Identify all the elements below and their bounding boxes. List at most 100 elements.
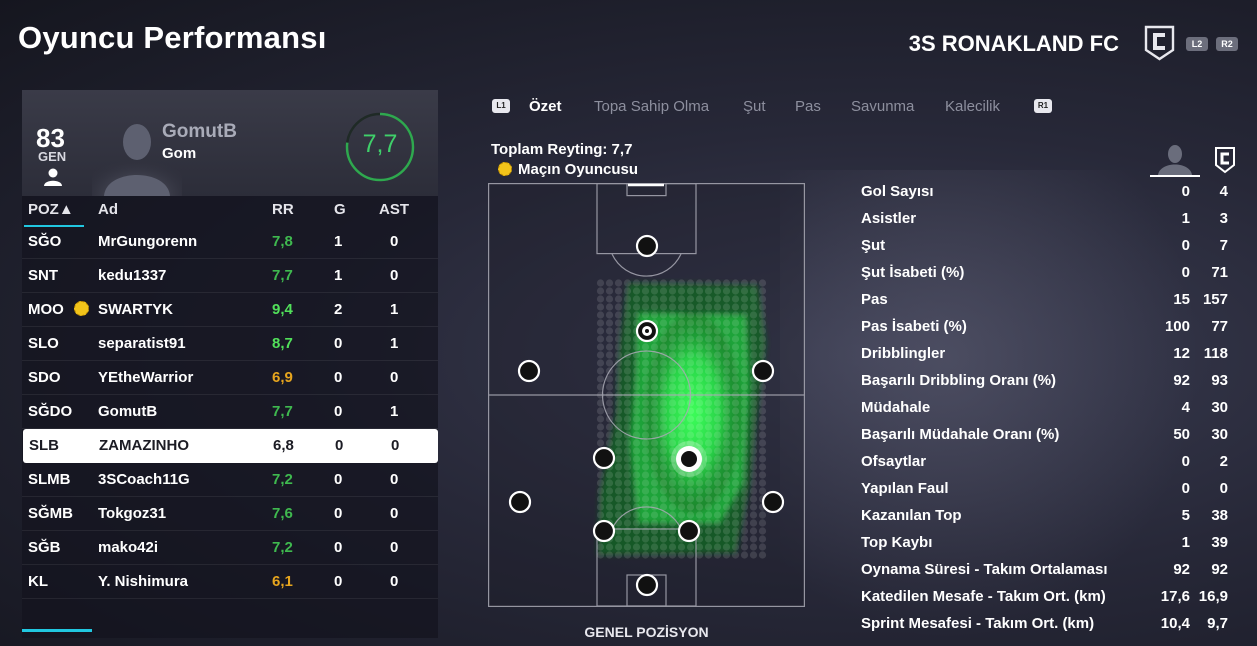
tab-ozet[interactable]: Özet xyxy=(529,98,562,115)
pitch-label: GENEL POZİSYON xyxy=(584,624,709,640)
player-assists: 1 xyxy=(390,335,399,352)
player-rating: 6,9 xyxy=(272,369,293,386)
stat-label: Şut xyxy=(861,237,886,254)
person-icon xyxy=(44,168,62,186)
player-assists: 1 xyxy=(390,403,399,420)
player-avatar-icon xyxy=(1158,145,1192,175)
player-goals: 1 xyxy=(334,267,343,284)
player-list-panel: 83 GEN GomutB Gom 7,7 POZ▲ Ad RR xyxy=(22,90,438,638)
stat-team-value: 30 xyxy=(1211,426,1228,443)
player-name: 3SCoach11G xyxy=(98,471,190,488)
stat-row: Pas İsabeti (%) 100 77 xyxy=(861,315,1236,342)
match-rating: 7,7 xyxy=(362,130,398,158)
stat-row: Başarılı Müdahale Oranı (%) 50 30 xyxy=(861,423,1236,450)
stat-label: Müdahale xyxy=(861,399,931,416)
player-name: MrGungorenn xyxy=(98,233,198,250)
table-row[interactable]: MOO SWARTYK 9,4 2 1 xyxy=(22,293,438,327)
player-rating: 8,7 xyxy=(272,335,293,352)
team-crest-icon xyxy=(1144,25,1175,61)
player-assists: 0 xyxy=(390,573,399,590)
stat-player-value: 0 xyxy=(1181,264,1190,281)
page-title: Oyuncu Performansı xyxy=(18,20,327,55)
stat-team-value: 77 xyxy=(1211,318,1228,335)
l2-button-icon[interactable]: L2 xyxy=(1186,37,1208,51)
column-position[interactable]: POZ▲ xyxy=(28,201,74,218)
stats-header-underline xyxy=(1150,175,1200,177)
table-row[interactable]: SĞMB Tokgoz31 7,6 0 0 xyxy=(22,497,438,531)
table-row[interactable]: SDO YEtheWarrior 6,9 0 0 xyxy=(22,361,438,395)
stat-team-value: 30 xyxy=(1211,399,1228,416)
stat-label: Ofsaytlar xyxy=(861,453,927,470)
stat-label: Başarılı Müdahale Oranı (%) xyxy=(861,426,1060,443)
stat-row: Başarılı Dribbling Oranı (%) 92 93 xyxy=(861,369,1236,396)
stat-team-value: 7 xyxy=(1219,237,1228,254)
player-position: SDO xyxy=(28,369,61,386)
table-row[interactable]: SĞDO GomutB 7,7 0 1 xyxy=(22,395,438,429)
player-dot xyxy=(592,519,616,543)
stat-player-value: 50 xyxy=(1173,426,1190,443)
player-goals: 0 xyxy=(335,437,344,454)
column-assists[interactable]: AST xyxy=(379,201,409,218)
stat-label: Pas İsabeti (%) xyxy=(861,318,967,335)
player-nickname: Gom xyxy=(162,145,197,162)
scroll-indicator xyxy=(22,629,92,632)
player-assists: 0 xyxy=(390,233,399,250)
player-goals: 0 xyxy=(334,471,343,488)
stat-row: Ofsaytlar 0 2 xyxy=(861,450,1236,477)
stat-row: Gol Sayısı 0 4 xyxy=(861,180,1236,207)
player-rating: 6,1 xyxy=(272,573,293,590)
team-name: 3S RONAKLAND FC xyxy=(908,31,1119,56)
player-position: SNT xyxy=(28,267,58,284)
player-dot xyxy=(635,234,659,258)
stat-player-value: 4 xyxy=(1181,399,1190,416)
tab-savunma[interactable]: Savunma xyxy=(851,98,915,115)
tab-sut[interactable]: Şut xyxy=(743,98,766,115)
stat-player-value: 0 xyxy=(1181,480,1190,497)
r1-button-icon[interactable]: R1 xyxy=(1034,99,1052,113)
player-rating: 7,6 xyxy=(272,505,293,522)
player-goals: 0 xyxy=(334,539,343,556)
stat-row: Katedilen Mesafe - Takım Ort. (km) 17,6 16… xyxy=(861,585,1236,612)
stat-team-value: 93 xyxy=(1211,372,1228,389)
player-assists: 0 xyxy=(390,505,399,522)
player-name: GomutB xyxy=(162,121,237,142)
tab-kalecilik[interactable]: Kalecilik xyxy=(945,98,1001,115)
stat-team-value: 9,7 xyxy=(1207,615,1228,632)
stat-row: Pas 15 157 xyxy=(861,288,1236,315)
player-rating: 7,7 xyxy=(272,403,293,420)
stat-player-value: 1 xyxy=(1181,534,1190,551)
tab-topa-sahip-olma[interactable]: Topa Sahip Olma xyxy=(594,98,710,115)
column-name[interactable]: Ad xyxy=(98,201,118,218)
stat-player-value: 0 xyxy=(1181,237,1190,254)
l1-button-icon[interactable]: L1 xyxy=(492,99,510,113)
stats-comparison-header xyxy=(1148,143,1238,175)
stat-player-value: 5 xyxy=(1181,507,1190,524)
table-row[interactable]: SNT kedu1337 7,7 1 0 xyxy=(22,259,438,293)
table-row[interactable]: SĞB mako42i 7,2 0 0 xyxy=(22,531,438,565)
table-row[interactable]: KL Y. Nishimura 6,1 0 0 xyxy=(22,565,438,599)
stat-label: Top Kaybı xyxy=(861,534,933,551)
stat-team-value: 71 xyxy=(1211,264,1228,281)
column-goals[interactable]: G xyxy=(334,201,346,218)
player-dot xyxy=(508,490,532,514)
column-rating[interactable]: RR xyxy=(272,201,294,218)
player-name: GomutB xyxy=(98,403,158,420)
table-row[interactable]: SLO separatist91 8,7 0 1 xyxy=(22,327,438,361)
stat-row: Oynama Süresi - Takım Ortalaması 92 92 xyxy=(861,558,1236,585)
player-rating: 6,8 xyxy=(273,437,294,454)
stat-label: Yapılan Faul xyxy=(861,480,949,497)
player-name: Tokgoz31 xyxy=(98,505,167,522)
stat-label: Kazanılan Top xyxy=(861,507,962,524)
r2-button-icon[interactable]: R2 xyxy=(1216,37,1238,51)
tab-pas[interactable]: Pas xyxy=(795,98,821,115)
stat-team-value: 38 xyxy=(1211,507,1228,524)
stat-row: Yapılan Faul 0 0 xyxy=(861,477,1236,504)
table-row[interactable]: SĞO MrGungorenn 7,8 1 0 xyxy=(22,225,438,259)
table-row[interactable]: SLB ZAMAZINHO 6,8 0 0 xyxy=(23,429,438,463)
total-rating: Toplam Reyting: 7,7 xyxy=(491,141,633,158)
stat-team-value: 92 xyxy=(1211,561,1228,578)
stat-team-value: 0 xyxy=(1219,480,1228,497)
table-row[interactable]: SLMB 3SCoach11G 7,2 0 0 xyxy=(22,463,438,497)
player-assists: 0 xyxy=(390,267,399,284)
stat-row: Şut 0 7 xyxy=(861,234,1236,261)
